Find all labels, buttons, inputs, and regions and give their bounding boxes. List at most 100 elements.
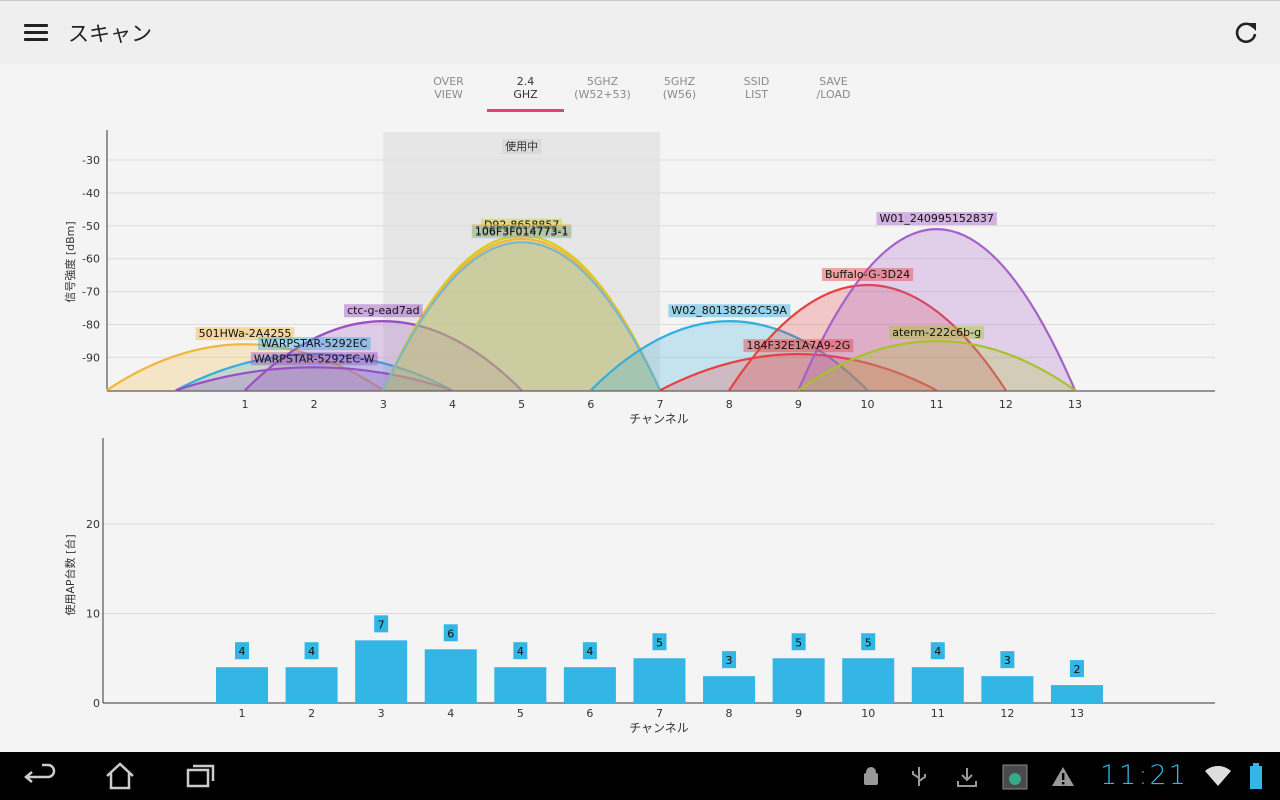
download-icon: [957, 768, 977, 787]
hamburger-menu-icon[interactable]: [22, 21, 50, 45]
count-value-label: 4: [934, 645, 941, 658]
back-arrow-icon[interactable]: [22, 760, 62, 792]
ssid-label-bg: [250, 352, 378, 366]
app-notification-icon: [1002, 764, 1028, 790]
count-bar: [1050, 685, 1103, 703]
count-value-label: 5: [795, 636, 802, 649]
ssid-label-bg: [471, 225, 572, 239]
signal-curve: [590, 320, 869, 392]
count-value-label: 2: [1073, 663, 1080, 676]
signal-curve: [659, 353, 938, 392]
tab-label: LIST: [744, 88, 769, 101]
ssid-label-bg: [471, 223, 572, 237]
count-y-axis-label: 使用AP台数 [台]: [63, 534, 77, 615]
count-value-bg: [652, 633, 667, 651]
count-bar: [285, 667, 338, 703]
count-bar: [772, 658, 825, 703]
count-value-bg: [1000, 651, 1015, 669]
count-value-label: 5: [656, 636, 663, 649]
in-use-label-bg: [502, 139, 542, 154]
ssid-label-bg: [821, 268, 914, 282]
count-x-tick: 3: [378, 707, 385, 720]
ssid-label: 106F3F014773-1: [475, 225, 569, 238]
tab-2-4ghz[interactable]: 2.4 GHZ: [487, 64, 564, 112]
count-value-label: 4: [308, 645, 315, 658]
count-value-bg: [722, 651, 737, 669]
signal-x-tick: 6: [587, 398, 594, 411]
app-bar: スキャン: [0, 0, 1280, 64]
count-value-label: 5: [865, 636, 872, 649]
tab-overview[interactable]: OVER VIEW: [410, 64, 487, 112]
count-value-bg: [582, 642, 597, 660]
count-value-bg: [1069, 660, 1084, 678]
ssid-label-bg: [889, 325, 985, 339]
count-value-bg: [374, 615, 389, 633]
ssid-label: W01_240995152837: [880, 212, 994, 225]
ssid-label: WARPSTAR-5292EC: [261, 337, 368, 350]
count-bar: [911, 667, 964, 703]
tab-save-load[interactable]: SAVE/LOAD: [795, 64, 872, 112]
count-x-tick: 4: [447, 707, 454, 720]
tab-label: 2.4: [516, 75, 535, 88]
count-bar: [842, 658, 895, 703]
signal-y-axis-label: 信号強度 [dBm]: [63, 221, 77, 302]
ssid-label-bg: [258, 337, 371, 351]
tab-label: /LOAD: [816, 88, 851, 101]
in-use-band: [383, 132, 661, 391]
count-x-tick: 9: [795, 707, 802, 720]
signal-x-tick: 1: [242, 398, 249, 411]
signal-y-tick: -50: [82, 220, 100, 233]
count-value-label: 6: [447, 627, 454, 640]
signal-y-tick: -60: [82, 253, 100, 266]
ssid-label: D92-8658857: [484, 219, 559, 232]
wifi-signal-icon: [1205, 765, 1231, 786]
android-debug-icon: [864, 767, 878, 785]
count-value-label: 7: [378, 618, 385, 631]
ssid-label: 184F32E1A7A9-2G: [746, 339, 850, 352]
signal-x-axis-label: チャンネル: [629, 412, 689, 426]
home-icon[interactable]: [100, 760, 140, 792]
count-value-label: 4: [239, 645, 246, 658]
ssid-label: 501HWa-2A4255: [199, 327, 292, 340]
signal-curve: [797, 227, 1077, 391]
signal-x-tick: 13: [1068, 398, 1082, 411]
count-x-tick: 2: [308, 707, 315, 720]
count-x-tick: 6: [586, 707, 593, 720]
system-nav-bar: 11:21: [0, 752, 1280, 800]
in-use-label: 使用中: [505, 140, 538, 153]
band-tabs: OVER VIEW 2.4 GHZ 5GHZ (W52+53) 5GHZ (W56) S…: [410, 64, 872, 112]
recent-apps-icon[interactable]: [180, 760, 220, 792]
ssid-label-bg: [668, 304, 791, 318]
count-x-tick: 8: [726, 707, 733, 720]
page-title: スキャン: [68, 22, 152, 46]
count-x-axis-label: チャンネル: [629, 721, 689, 735]
count-bar: [424, 649, 477, 703]
ssid-label-bg: [480, 218, 563, 232]
warning-icon: [1052, 767, 1074, 786]
count-y-tick: 20: [86, 518, 100, 531]
signal-y-tick: -80: [82, 319, 100, 332]
tab-5ghz-w56[interactable]: 5GHZ (W56): [641, 64, 718, 112]
count-value-bg: [791, 633, 806, 651]
tab-ssid-list[interactable]: SSID LIST: [718, 64, 795, 112]
count-bar: [494, 667, 547, 703]
battery-icon: [1250, 763, 1262, 789]
count-value-bg: [861, 633, 876, 651]
tab-5ghz-w52-53[interactable]: 5GHZ (W52+53): [564, 64, 641, 112]
signal-y-tick: -70: [82, 286, 100, 299]
tab-label: (W52+53): [574, 88, 631, 101]
count-value-bg: [513, 642, 528, 660]
count-value-bg: [304, 642, 319, 660]
signal-x-tick: 8: [726, 398, 733, 411]
tab-label: GHZ: [513, 88, 538, 101]
signal-curve: [175, 366, 453, 392]
tab-label: VIEW: [434, 88, 463, 101]
refresh-icon[interactable]: [1232, 19, 1260, 47]
count-bar: [703, 676, 756, 703]
signal-y-tick: -90: [82, 351, 100, 364]
tab-label: OVER: [433, 75, 464, 88]
count-y-tick: 0: [93, 697, 100, 710]
count-bar: [216, 667, 268, 703]
count-x-tick: 11: [931, 707, 945, 720]
count-value-bg: [930, 642, 945, 660]
